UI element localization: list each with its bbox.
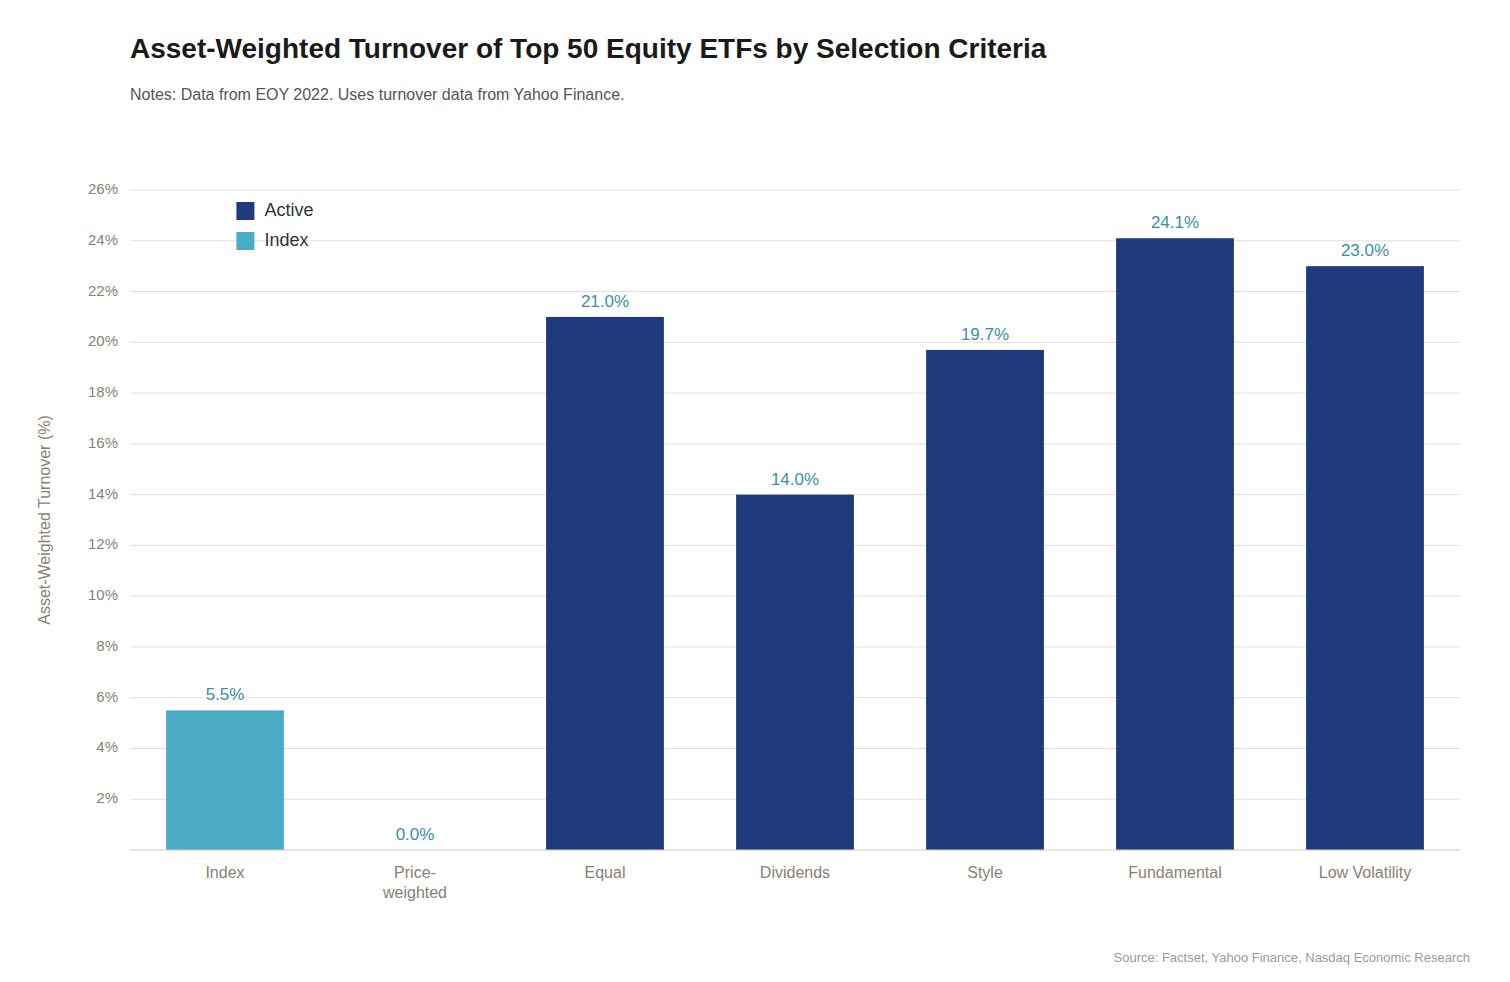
x-tick-label-line: Fundamental (1128, 864, 1221, 881)
data-label: 21.0% (581, 292, 629, 311)
x-tick-label-line: weighted (382, 884, 447, 901)
y-tick-label: 14% (88, 485, 118, 502)
data-labels: 21.0% 14.0% 19.7% 24.1% 23.0% 5.5% 0.0% (206, 213, 1389, 844)
y-tick-label: 20% (88, 332, 118, 349)
grid-line (130, 443, 1460, 444)
data-label: 19.7% (961, 325, 1009, 344)
x-tick-label: Low Volatility (1319, 864, 1412, 881)
y-tick-label: 22% (88, 282, 118, 299)
bars (166, 238, 1424, 850)
background (0, 0, 1510, 982)
bar (1306, 266, 1424, 850)
x-tick-label-line: Low Volatility (1319, 864, 1412, 881)
bar (926, 350, 1044, 850)
chart-container: Asset-Weighted Turnover of Top 50 Equity… (0, 0, 1510, 982)
grid-line (130, 393, 1460, 394)
legend: Active Index (236, 200, 313, 250)
y-tick-label: 6% (96, 688, 118, 705)
x-tick-label-line: Style (967, 864, 1003, 881)
y-tick-label: 2% (96, 789, 118, 806)
x-tick-label: Dividends (760, 864, 830, 881)
grid-line (130, 291, 1460, 292)
legend-label: Active (264, 200, 313, 220)
y-tick-label: 12% (88, 535, 118, 552)
x-tick-label: Style (967, 864, 1003, 881)
y-tick-label: 8% (96, 637, 118, 654)
x-tick-label: Fundamental (1128, 864, 1221, 881)
x-tick-label-line: Dividends (760, 864, 830, 881)
data-label: 14.0% (771, 470, 819, 489)
data-label: 23.0% (1341, 241, 1389, 260)
y-tick-label: 10% (88, 586, 118, 603)
y-tick-label: 24% (88, 231, 118, 248)
data-label: 5.5% (206, 685, 245, 704)
y-tick-label: 4% (96, 738, 118, 755)
y-tick-label: 18% (88, 383, 118, 400)
x-tick-label-line: Price- (394, 864, 436, 881)
grid-line (130, 240, 1460, 241)
y-tick-label: 16% (88, 434, 118, 451)
legend-label: Index (264, 230, 308, 250)
x-tick-label: Equal (585, 864, 626, 881)
y-axis-label: Asset-Weighted Turnover (%) (36, 415, 53, 625)
x-tick-labels: Index Price-weighted Equal Dividends Style Fu… (205, 864, 1411, 901)
bar (166, 710, 284, 850)
bar (546, 317, 664, 850)
source-note: Source: Factset, Yahoo Finance, Nasdaq E… (1114, 950, 1470, 965)
x-tick-label: Index (205, 864, 244, 881)
legend-swatch (236, 232, 254, 250)
title: Asset-Weighted Turnover of Top 50 Equity… (130, 33, 1047, 64)
data-label: 0.0% (396, 825, 435, 844)
y-tick-labels: 2% 4% 6% 8% 10% 12% 14% 16% 18% 20% 22% 24% 26% (88, 180, 118, 806)
grid-line (130, 342, 1460, 343)
grid-line (130, 190, 1460, 191)
x-tick-label-line: Equal (585, 864, 626, 881)
y-tick-label: 26% (88, 180, 118, 197)
chart-svg: Asset-Weighted Turnover of Top 50 Equity… (0, 0, 1510, 982)
x-tick-label-line: Index (205, 864, 244, 881)
subtitle: Notes: Data from EOY 2022. Uses turnover… (130, 86, 624, 103)
data-label: 24.1% (1151, 213, 1199, 232)
x-axis-line (130, 849, 1460, 850)
x-tick-label: Price-weighted (382, 864, 447, 901)
bar (1116, 238, 1234, 850)
legend-swatch (236, 202, 254, 220)
bar (736, 495, 854, 850)
